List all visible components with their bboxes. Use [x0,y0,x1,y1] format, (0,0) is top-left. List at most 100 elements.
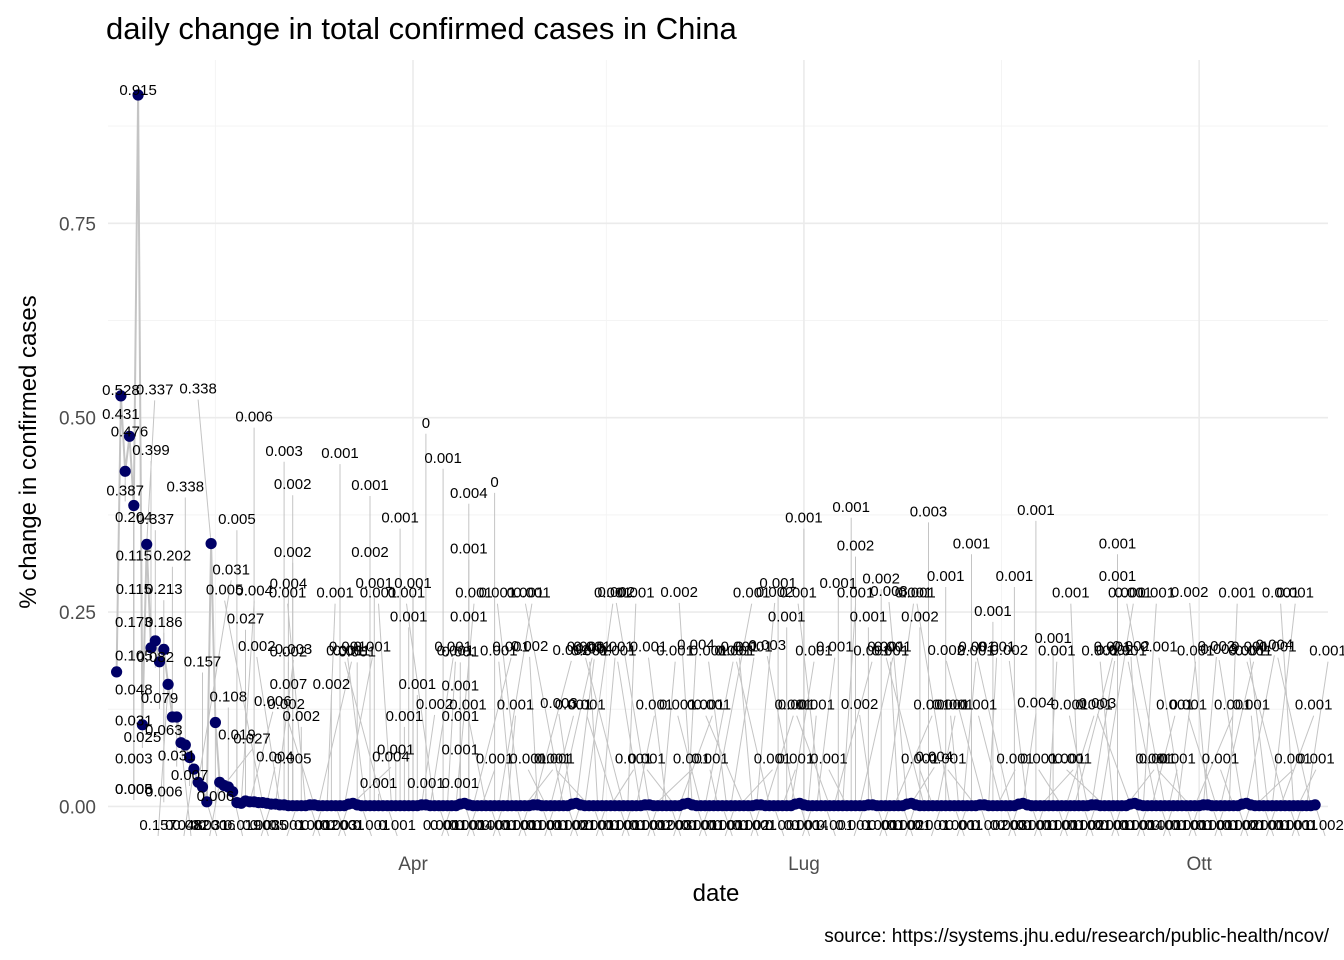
data-label: 0.001 [479,585,517,602]
data-point [111,666,123,678]
data-label: 0.006 [254,693,292,710]
data-label: 0.001 [533,817,571,834]
data-label: 0.002 [238,638,276,655]
data-label: 0.002 [598,584,636,601]
data-label: 0 [490,474,498,491]
y-tick-label: 0.50 [59,409,96,430]
data-point [184,751,196,764]
data-label: 0.002 [274,544,312,561]
data-label: 0.027 [227,611,265,628]
data-label: 0.002 [1112,638,1150,655]
label-connector [978,715,1002,806]
data-label: 0.001 [929,751,967,768]
label-connector [709,769,719,806]
label-connector [223,749,253,786]
data-label: 0.003 [1200,641,1238,658]
data-label: 0.082 [172,817,210,834]
data-label: 0.001 [810,751,848,768]
data-label: 0.002 [901,608,939,625]
data-label: 0.001 [388,585,426,602]
data-point [201,796,213,808]
data-label: 0.001 [850,608,888,625]
label-connector [1168,769,1178,806]
data-label: 0.006 [198,817,236,834]
label-connector [704,661,734,806]
data-label: 0.001 [1048,751,1086,768]
data-label: 0.001 [628,751,666,768]
data-label: 0.031 [115,713,153,730]
label-connector [429,657,454,806]
data-point [196,781,209,793]
label-connector [524,603,564,806]
data-label: 0.337 [137,511,175,528]
data-label: 0.173 [115,614,153,631]
label-connector [828,769,848,806]
data-label: 0.001 [615,751,653,768]
label-connector [653,769,692,807]
data-point [171,711,183,723]
data-label: 0.001 [1262,585,1300,602]
data-point [132,89,144,101]
data-label: 0.431 [102,406,140,423]
data-label: 0.001 [1309,643,1344,660]
data-label: 0.338 [167,479,205,496]
label-connector [1250,715,1260,806]
label-connector [947,769,977,807]
data-point [209,716,221,729]
data-label: 0.001 [442,741,480,758]
label-connector [1065,715,1095,806]
data-label: 0.001 [269,585,307,602]
label-connector [736,661,770,806]
data-label: 0.001 [694,697,732,714]
data-label: 0.108 [210,689,248,706]
label-connector [705,715,745,806]
data-point [205,538,217,550]
data-label: 0.001 [1170,697,1208,714]
data-label: 0.003 [749,637,787,654]
data-label: 0.019 [218,727,256,744]
data-label: 0.001 [795,643,833,660]
label-connector [352,766,392,804]
data-label: 0.001 [555,697,593,714]
data-label: 0.004 [791,817,829,834]
data-label: 0.004 [235,582,273,599]
data-label: 0.001 [868,817,906,834]
data-label: 0.001 [835,817,873,834]
data-label: 0.001 [1229,817,1267,834]
data-label: 0.001 [1099,535,1137,552]
label-connector [678,715,713,806]
data-label: 0.001 [455,585,493,602]
label-connector [945,660,985,806]
data-label: 0.001 [1020,751,1058,768]
label-connector [1096,713,1131,805]
data-label: 0.001 [394,575,432,592]
data-label: 0.001 [594,585,632,602]
data-label: 0.001 [872,643,910,660]
data-label: 0.002 [1222,817,1260,834]
label-connector [1008,660,1028,805]
data-label: 0.002 [1171,584,1209,601]
data-label: 0.001 [1203,817,1241,834]
label-connector [455,603,475,806]
data-label: 0.001 [1235,643,1273,660]
data-label: 0.002 [991,642,1029,659]
data-label: 0.007 [270,676,308,693]
data-label: 0.157 [139,817,177,834]
label-connector [1127,661,1157,806]
data-label: 0.001 [1042,817,1080,834]
label-connector [764,715,794,806]
data-label: 0.001 [1099,568,1137,585]
data-label: 0.001 [424,450,462,467]
label-connector [507,715,516,806]
label-connector [1151,715,1176,806]
label-connector [524,769,554,807]
data-label: 0.105 [115,647,153,664]
label-connector [1038,769,1063,806]
data-label: 0.001 [1052,585,1090,602]
y-tick-label: 0.25 [59,603,96,624]
label-connector [677,715,702,806]
data-label: 0.025 [124,729,162,746]
data-label: 0.001 [1255,817,1293,834]
data-label: 0.001 [567,639,605,656]
data-point [188,763,200,775]
